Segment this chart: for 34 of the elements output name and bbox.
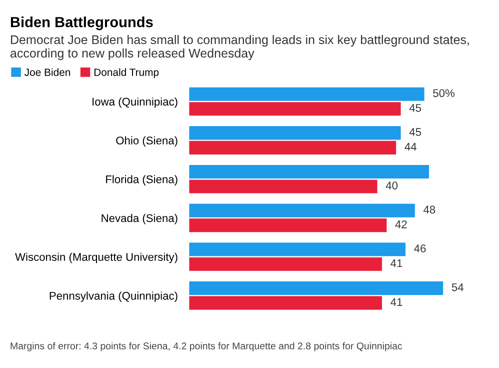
- data-label: 41: [390, 259, 402, 268]
- bar: [189, 257, 382, 271]
- text: Margins of error: 4.3 points for Siena, 4.2 points for Marquette and 2.8 points for Quinnipiac: [10, 342, 402, 352]
- chart-subtitle: Democrat Joe Biden has small to commanding leads in six key battleground states, according to new polls released Wednesday: [10, 34, 469, 60]
- bar: [189, 296, 382, 310]
- data-label: 46: [414, 244, 426, 252]
- data-label: 45: [409, 104, 422, 112]
- y-tick-label: Nevada (Siena): [102, 214, 178, 224]
- bar: [189, 218, 387, 232]
- bar: [189, 242, 406, 256]
- data-label: 41: [390, 298, 402, 306]
- bar: [189, 204, 415, 218]
- chart-title: Biden Battlegrounds: [10, 16, 153, 30]
- data-label: 45: [409, 128, 422, 136]
- data-label: 44: [404, 142, 416, 151]
- y-tick-label: Pennsylvania (Quinnipiac): [50, 292, 178, 302]
- data-label: 54: [452, 283, 464, 292]
- y-tick-label: Ohio (Siena): [116, 136, 178, 147]
- data-label: 50%: [433, 89, 454, 98]
- data-label: 42: [395, 220, 407, 228]
- legend-label: Donald Trump: [94, 68, 159, 78]
- y-tick-label: Florida (Siena): [106, 175, 178, 186]
- bar: [189, 180, 378, 194]
- bar: [189, 164, 430, 179]
- y-tick-label: Iowa (Quinnipiac): [92, 97, 178, 108]
- bar: [189, 281, 444, 296]
- data-label: 48: [423, 206, 436, 214]
- bar: [189, 87, 424, 101]
- bar: [189, 126, 401, 140]
- bar: [189, 102, 401, 116]
- y-tick-label: Wisconsin (Marquette University): [15, 252, 178, 264]
- bar: [189, 140, 396, 154]
- legend-label: Joe Biden: [24, 68, 70, 76]
- data-label: 40: [386, 182, 398, 190]
